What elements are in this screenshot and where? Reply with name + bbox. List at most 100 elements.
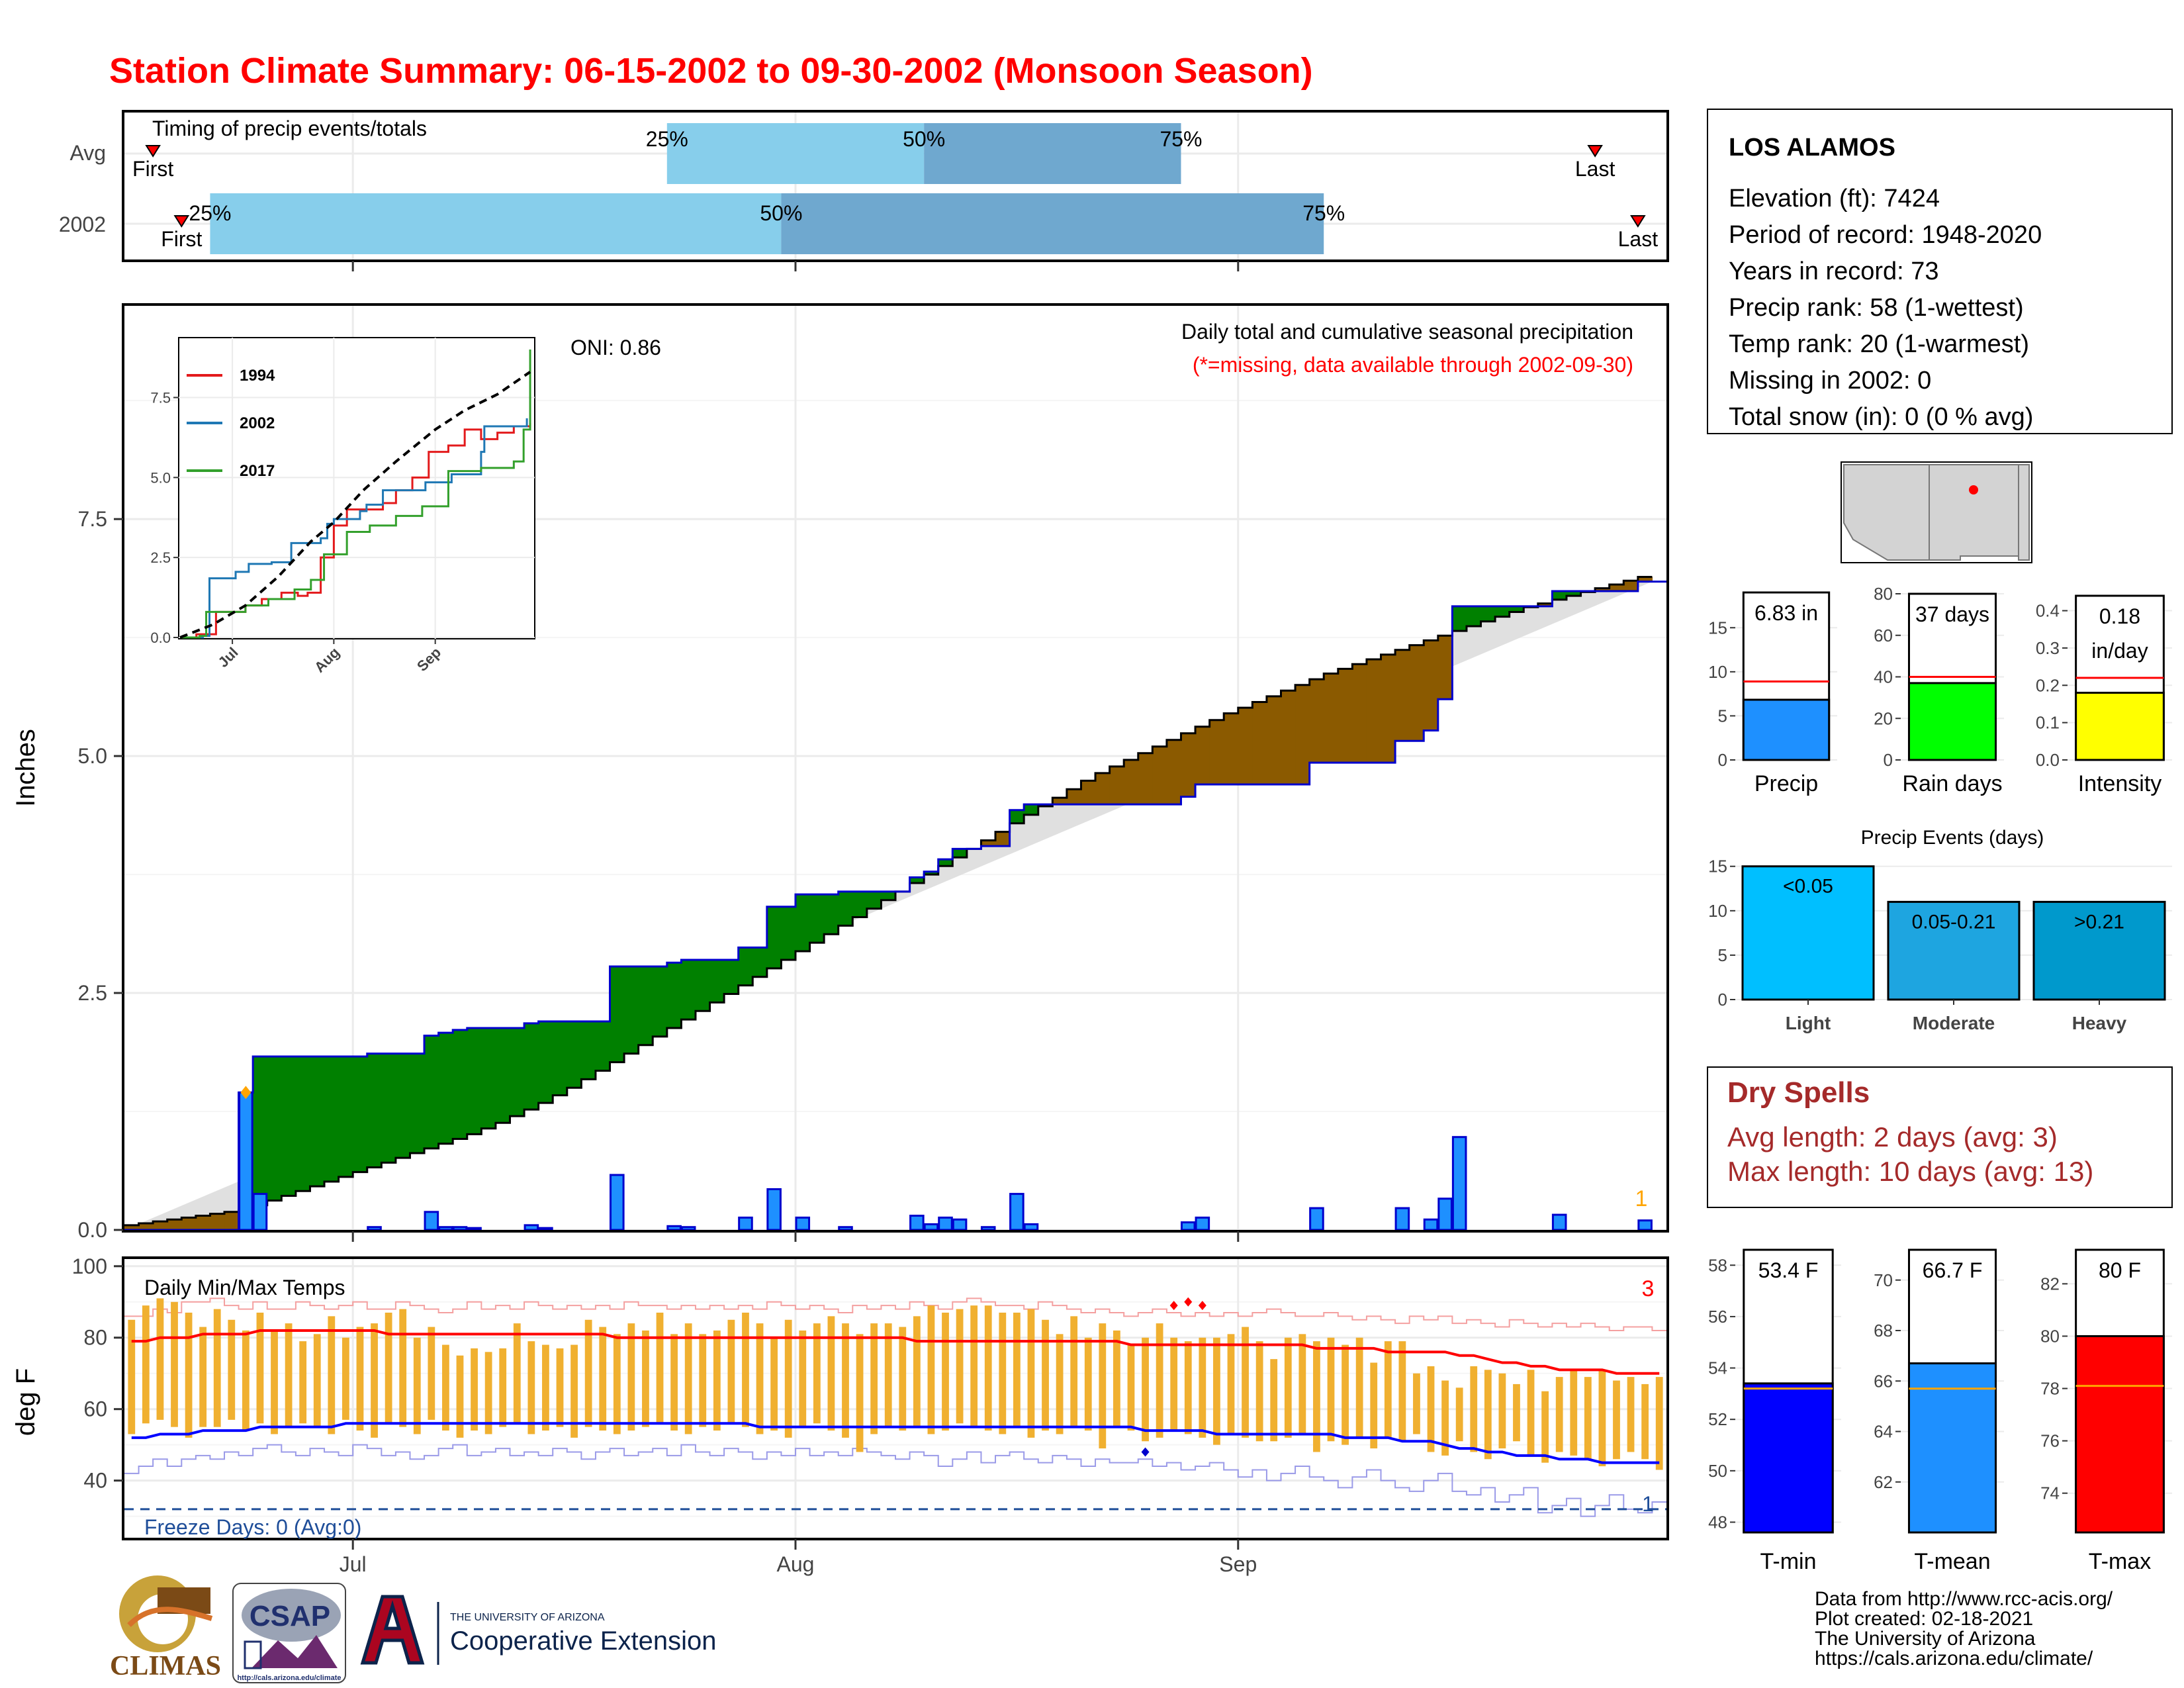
station-temp-rank: Temp rank: 20 (1-warmest) — [1729, 330, 2029, 358]
precip-daily-bar — [738, 1216, 753, 1231]
precip-deficit-area — [1195, 726, 1210, 785]
precip-deficit-area — [195, 1215, 211, 1230]
temp-daily-range-bar — [471, 1348, 478, 1431]
temp-daily-range-bar — [1584, 1377, 1592, 1460]
temp-daily-range-bar — [242, 1330, 250, 1431]
precip-deficit-area — [138, 1223, 154, 1230]
timing-row-label-2002: 2002 — [59, 212, 106, 236]
precip-daily-bar — [1451, 1136, 1467, 1231]
temp-daily-range-bar — [1413, 1373, 1420, 1434]
temp-daily-range-bar — [1284, 1337, 1292, 1438]
timing-last-label: Last — [1575, 157, 1615, 181]
temp-daily-range-bar — [799, 1330, 807, 1427]
temp-avg-min-line — [131, 1422, 1660, 1464]
temp-daily-range-bar — [1027, 1309, 1035, 1438]
inset-series-line — [180, 418, 528, 639]
mini-y-tick-label: 0.0 — [2036, 750, 2060, 770]
mini-y-tick-label: 0 — [1718, 750, 1727, 770]
temp-daily-range-bar — [142, 1305, 150, 1424]
mini-bar-value — [1907, 1362, 1997, 1534]
precip-daily-bar — [1637, 1219, 1653, 1231]
station-elevation: Elevation (ft): 7424 — [1729, 185, 1940, 212]
credit-plot-date: Plot created: 02-18-2021 — [1815, 1608, 2033, 1630]
mini-y-tick-label: 40 — [1874, 667, 1893, 687]
precip-surplus-area — [738, 947, 753, 986]
precip-surplus-area — [367, 1053, 382, 1168]
temp-daily-range-bar — [527, 1341, 535, 1434]
precip-deficit-area — [1609, 584, 1624, 591]
temp-daily-range-bar — [599, 1327, 607, 1431]
precip-deficit-area — [124, 1225, 140, 1230]
temp-daily-range-bar — [285, 1323, 293, 1427]
precip-daily-bar — [467, 1227, 482, 1231]
temp-record-min-line — [124, 1444, 1666, 1517]
precip-surplus-area — [395, 1053, 411, 1158]
precip-deficit-area — [181, 1217, 197, 1230]
precip-surplus-area — [524, 1023, 539, 1110]
record-low-count: 1 — [1642, 1492, 1654, 1516]
events-y-tick-label: 0 — [1718, 990, 1727, 1009]
inset-legend-label: 2017 — [240, 462, 275, 480]
temp-daily-range-bar — [1355, 1337, 1363, 1438]
precip-surplus-area — [909, 877, 925, 883]
precip-2002-cumulative-line — [124, 581, 1666, 1231]
precip-daily-bar — [1195, 1216, 1210, 1231]
precip-daily-bar — [1423, 1218, 1439, 1231]
mini-y-tick-label: 78 — [2040, 1379, 2060, 1399]
dry-spells-box: Dry Spells Avg length: 2 days (avg: 3) M… — [1707, 1066, 2173, 1208]
location-map — [1841, 461, 2032, 563]
precip-deficit-area — [1309, 679, 1324, 763]
temp-daily-range-bar — [328, 1316, 336, 1434]
temp-daily-range-bar — [1484, 1370, 1492, 1460]
timing-bar-50-75 — [924, 123, 1181, 184]
precip-deficit-area — [981, 840, 996, 847]
timing-last-label: Last — [1618, 227, 1659, 251]
oni-label: ONI: 0.86 — [570, 336, 661, 359]
precip-surplus-area — [795, 894, 811, 952]
precip-deficit-area — [1409, 645, 1424, 741]
precip-daily-bar — [1437, 1197, 1453, 1231]
precip-surplus-area — [852, 891, 868, 917]
precip-daily-bar — [980, 1226, 996, 1231]
temp-daily-range-bar — [1655, 1377, 1663, 1470]
temp-daily-range-bar — [770, 1337, 778, 1431]
temp-daily-range-bar — [699, 1334, 707, 1427]
credits: Data from http://www.rcc-acis.org/ Plot … — [1815, 1588, 2113, 1669]
temp-daily-range-bar — [1313, 1341, 1320, 1452]
precip-daily-bar — [680, 1226, 696, 1231]
credit-university: The University of Arizona — [1815, 1628, 2036, 1650]
precip-deficit-area — [1095, 773, 1111, 805]
precip-surplus-area — [1466, 606, 1482, 626]
station-name: LOS ALAMOS — [1729, 134, 1895, 162]
timing-percentile-label: 50% — [903, 127, 945, 151]
temp-daily-range-bar — [956, 1309, 964, 1424]
mini-y-tick-label: 5 — [1718, 706, 1727, 726]
temp-daily-range-bar — [713, 1330, 721, 1431]
precip-deficit-area — [1324, 673, 1339, 763]
mini-bar-value — [1743, 1382, 1834, 1534]
temp-daily-range-bar — [399, 1309, 407, 1427]
temp-daily-range-bar — [428, 1327, 435, 1420]
precip-surplus-area — [467, 1028, 482, 1135]
timing-percentile-label: 25% — [189, 201, 231, 225]
precip-daily-bar — [1551, 1213, 1567, 1231]
temp-daily-range-bar — [171, 1301, 178, 1427]
temp-daily-range-bar — [1242, 1327, 1249, 1438]
precip-surplus-area — [510, 1028, 525, 1117]
precip-surplus-area — [253, 1056, 268, 1205]
precip-daily-bar — [909, 1215, 925, 1231]
precip-daily-bar — [938, 1216, 953, 1231]
mini-chart-xlabel: T-max — [2089, 1549, 2151, 1574]
temp-daily-range-bar — [999, 1312, 1007, 1434]
temp-daily-range-bar — [670, 1334, 678, 1431]
mini-chart-xlabel: T-min — [1760, 1549, 1817, 1574]
temp-daily-range-bar — [856, 1334, 864, 1452]
events-bar-label: >0.21 — [2074, 911, 2124, 933]
precip-daily-bar — [766, 1188, 782, 1231]
precip-surplus-area — [638, 966, 653, 1045]
mini-y-tick-label: 0.1 — [2036, 713, 2060, 733]
precip-record-marker — [240, 1086, 251, 1100]
precip-surplus-area — [424, 1035, 439, 1149]
mini-y-tick-label: 68 — [1874, 1321, 1893, 1340]
mini-y-tick-label: 64 — [1874, 1422, 1893, 1442]
